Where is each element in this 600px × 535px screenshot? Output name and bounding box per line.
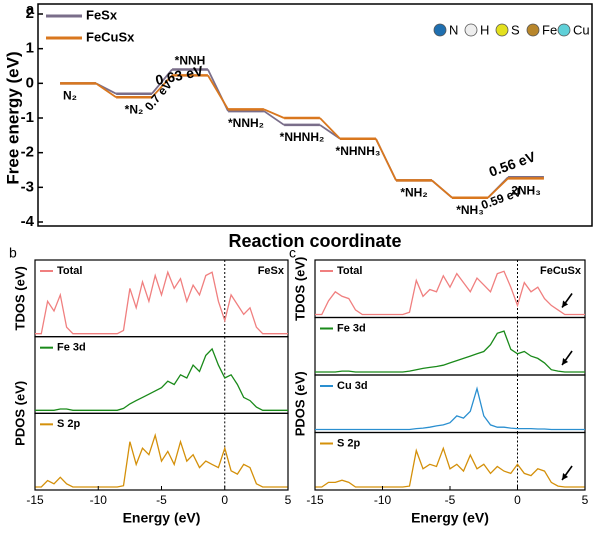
arrow-head: [562, 300, 569, 308]
x-tick-label: -10: [374, 493, 392, 507]
step-label: *NHNH₃: [336, 144, 381, 158]
atom-swatch: [526, 23, 540, 37]
y-axis-label: TDOS (eV): [12, 266, 27, 330]
step-label: *NNH: [175, 54, 206, 68]
annotation: 0.59 eV: [479, 185, 523, 212]
panel-label: a: [26, 1, 35, 18]
y-tick-label: -1: [21, 109, 34, 126]
y-axis-label: Free energy (eV): [3, 51, 22, 184]
dos-curve: [315, 446, 585, 488]
x-axis-label: Reaction coordinate: [228, 231, 401, 251]
step-label: *NH₂: [400, 186, 427, 200]
step-label: 2NH₃: [511, 183, 541, 197]
atom-label: N: [449, 22, 458, 37]
legend-label: Total: [337, 265, 362, 277]
step-label: *NNH₂: [228, 116, 264, 130]
connector: [487, 177, 509, 199]
step-label: *NHNH₂: [280, 130, 325, 144]
connector: [207, 74, 229, 110]
atom-label: H: [480, 22, 489, 37]
connector: [151, 68, 173, 95]
y-tick-label: -3: [21, 178, 34, 195]
x-tick-label: 0: [221, 493, 228, 507]
y-axis-label: PDOS (eV): [12, 381, 27, 446]
y-tick-label: 1: [26, 40, 34, 57]
legend-label: Fe 3d: [57, 342, 86, 354]
x-tick-label: -5: [445, 493, 456, 507]
connector: [319, 117, 341, 140]
atom-label: Cu: [573, 22, 590, 37]
panel-label: b: [9, 245, 17, 261]
x-axis-label: Energy (eV): [411, 510, 489, 526]
dos-curve: [315, 386, 585, 431]
chart-title: FeSx: [258, 265, 285, 277]
x-tick-label: -5: [156, 493, 167, 507]
connector: [95, 82, 117, 98]
y-axis-label: PDOS (eV): [292, 371, 307, 436]
connector: [375, 138, 397, 181]
connector: [151, 74, 173, 98]
y-tick-label: -4: [21, 213, 35, 230]
x-tick-label: 5: [582, 493, 589, 507]
step-label: *N₂: [125, 102, 144, 116]
x-tick-label: -10: [90, 493, 108, 507]
dos-curve: [315, 330, 585, 373]
legend-label: S 2p: [337, 437, 361, 449]
y-tick-label: 2: [26, 5, 34, 22]
legend-label: FeCuSx: [86, 29, 135, 44]
legend-label: S 2p: [57, 418, 81, 430]
x-axis-label: Energy (eV): [123, 510, 201, 526]
arrow-head: [562, 473, 569, 480]
atom-swatch: [557, 23, 571, 37]
connector: [263, 108, 285, 119]
arrow-head: [562, 358, 569, 365]
x-tick-label: -15: [26, 493, 44, 507]
atom-label: S: [511, 22, 520, 37]
x-tick-label: 0: [514, 493, 521, 507]
atom-swatch: [433, 23, 447, 37]
panel-label: c: [289, 245, 296, 261]
x-tick-label: 5: [285, 493, 292, 507]
atom-label: Fe: [542, 22, 557, 37]
atom-swatch: [495, 23, 509, 37]
plot-frame: [37, 3, 593, 227]
legend-label: Total: [57, 265, 82, 277]
y-tick-label: -2: [21, 144, 34, 161]
legend-label: Fe 3d: [337, 322, 366, 334]
annotation: 0.56 eV: [487, 148, 538, 180]
connector: [431, 179, 453, 199]
step-label: *NH₃: [456, 203, 484, 217]
chart-title: FeCuSx: [540, 265, 582, 277]
y-tick-label: 0: [26, 74, 34, 91]
connector: [263, 110, 285, 126]
dos-curve: [35, 432, 288, 488]
step-label: N₂: [63, 89, 77, 103]
legend-label: FeSx: [86, 7, 118, 22]
y-axis-label: TDOS (eV): [292, 257, 307, 321]
dos-curve: [35, 347, 288, 411]
x-tick-label: -15: [306, 493, 324, 507]
dos-curve: [35, 270, 288, 335]
dos-curve: [315, 270, 585, 316]
legend-label: Cu 3d: [337, 380, 368, 392]
atom-swatch: [464, 23, 478, 37]
